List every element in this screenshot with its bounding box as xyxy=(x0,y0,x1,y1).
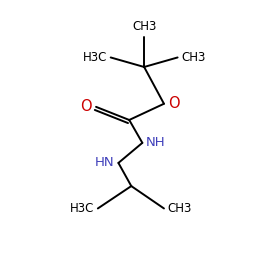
Text: CH3: CH3 xyxy=(168,202,192,215)
Text: O: O xyxy=(80,99,92,114)
Text: O: O xyxy=(168,96,180,111)
Text: CH3: CH3 xyxy=(132,20,156,33)
Text: H3C: H3C xyxy=(70,202,94,215)
Text: H3C: H3C xyxy=(82,51,107,64)
Text: HN: HN xyxy=(95,157,115,170)
Text: NH: NH xyxy=(146,136,166,149)
Text: CH3: CH3 xyxy=(181,51,206,64)
